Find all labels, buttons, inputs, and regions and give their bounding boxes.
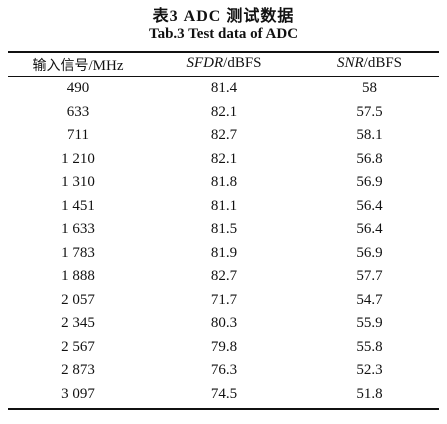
cell-sfdr: 76.3 xyxy=(210,362,238,378)
cell-input-signal: 2 567 xyxy=(61,338,95,355)
table-row: 2 873 76.3 52.3 xyxy=(8,360,439,384)
bottom-rule xyxy=(8,408,439,410)
table-row: 2 345 80.3 55.9 xyxy=(8,313,439,337)
top-rule xyxy=(8,51,439,53)
cell-sfdr: 74.5 xyxy=(210,385,238,402)
header-input-signal-unit: /MHz xyxy=(88,58,124,74)
cell-sfdr: 81.4 xyxy=(210,80,238,96)
cell-input-signal: 1 633 xyxy=(61,221,95,237)
cell-sfdr: 80.3 xyxy=(210,315,238,331)
header-sfdr-label: SFDR xyxy=(186,55,224,71)
header-sfdr: SFDR/dBFS xyxy=(148,55,300,72)
table-row: 1 888 82.7 57.7 xyxy=(8,266,439,290)
cell-sfdr: 82.1 xyxy=(210,150,238,167)
header-input-signal-label: 输入信号 xyxy=(32,58,89,74)
table-row: 1 210 82.1 56.8 xyxy=(8,149,439,173)
cell-snr: 58 xyxy=(362,80,377,96)
header-snr: SNR/dBFS xyxy=(300,55,439,72)
header-snr-label: SNR xyxy=(336,55,364,71)
cell-snr: 54.7 xyxy=(356,291,383,308)
table-body: 490 81.4 58 633 82.1 57.5 711 82.7 58.1 1 210 8… xyxy=(8,78,439,407)
cell-snr: 56.4 xyxy=(356,197,383,214)
cell-snr: 56.8 xyxy=(356,150,383,167)
table-row: 3 097 74.5 51.8 xyxy=(8,384,439,408)
cell-input-signal: 1 210 xyxy=(61,150,95,167)
cell-sfdr: 81.8 xyxy=(210,174,238,190)
cell-snr: 51.8 xyxy=(356,385,383,402)
cell-sfdr: 79.8 xyxy=(210,338,238,355)
cell-input-signal: 1 888 xyxy=(61,268,95,284)
cell-input-signal: 2 057 xyxy=(61,291,95,308)
cell-sfdr: 81.5 xyxy=(210,221,238,237)
cell-input-signal: 3 097 xyxy=(61,385,95,402)
cell-input-signal: 490 xyxy=(66,80,90,96)
cell-input-signal: 1 310 xyxy=(61,174,95,190)
cell-snr: 52.3 xyxy=(356,362,383,378)
table-row: 633 82.1 57.5 xyxy=(8,102,439,126)
cell-sfdr: 82.7 xyxy=(210,127,238,143)
header-rule xyxy=(8,76,439,77)
cell-input-signal: 2 873 xyxy=(61,362,95,378)
table-title-chinese: 表3 ADC 测试数据 xyxy=(152,8,295,25)
cell-snr: 57.5 xyxy=(356,103,383,120)
cell-snr: 56.9 xyxy=(356,174,383,190)
table-row: 2 567 79.8 55.8 xyxy=(8,337,439,361)
table-row: 490 81.4 58 xyxy=(8,78,439,102)
cell-snr: 56.9 xyxy=(356,244,383,261)
cell-sfdr: 82.1 xyxy=(210,103,238,120)
cell-snr: 56.4 xyxy=(356,221,383,237)
table-title-english: Tab.3 Test data of ADC xyxy=(148,26,299,42)
cell-input-signal: 1 451 xyxy=(61,197,95,214)
cell-snr: 55.9 xyxy=(356,315,383,331)
table-row: 711 82.7 58.1 xyxy=(8,125,439,149)
cell-input-signal: 1 783 xyxy=(61,244,95,261)
header-snr-unit: /dBFS xyxy=(363,55,403,71)
cell-sfdr: 81.1 xyxy=(210,197,238,214)
header-input-signal: 输入信号/MHz xyxy=(8,55,148,75)
table-row: 1 310 81.8 56.9 xyxy=(8,172,439,196)
table-header: 输入信号/MHz SFDR/dBFS SNR/dBFS xyxy=(8,55,439,75)
cell-input-signal: 633 xyxy=(66,103,90,120)
table-row: 2 057 71.7 54.7 xyxy=(8,290,439,314)
cell-snr: 57.7 xyxy=(356,268,383,284)
table-row: 1 451 81.1 56.4 xyxy=(8,196,439,220)
cell-snr: 55.8 xyxy=(356,338,383,355)
table-row: 1 633 81.5 56.4 xyxy=(8,219,439,243)
cell-sfdr: 81.9 xyxy=(210,244,238,261)
header-sfdr-unit: /dBFS xyxy=(223,55,262,71)
cell-sfdr: 82.7 xyxy=(210,268,238,284)
cell-snr: 58.1 xyxy=(356,127,383,143)
cell-sfdr: 71.7 xyxy=(210,291,238,308)
table-row: 1 783 81.9 56.9 xyxy=(8,243,439,267)
cell-input-signal: 711 xyxy=(67,127,89,143)
cell-input-signal: 2 345 xyxy=(61,315,95,331)
